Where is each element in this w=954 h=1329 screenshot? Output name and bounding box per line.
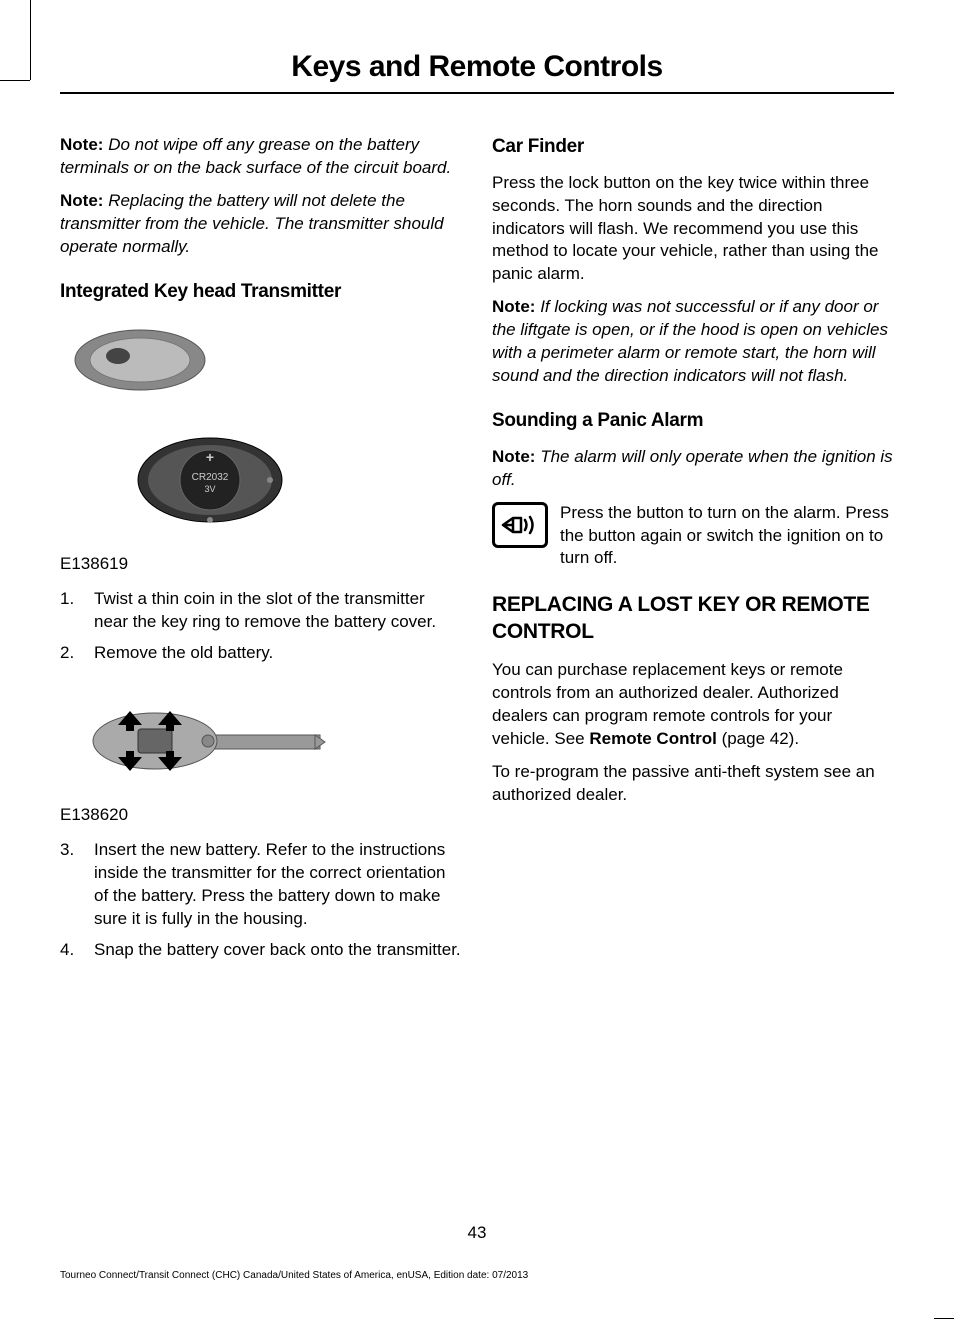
panic-alarm-icon bbox=[492, 502, 548, 548]
instruction-list: Insert the new battery. Refer to the ins… bbox=[60, 839, 462, 962]
cross-reference: Remote Control bbox=[589, 729, 717, 748]
note-label: Note: bbox=[492, 297, 535, 316]
instruction-step: Snap the battery cover back onto the tra… bbox=[60, 939, 462, 962]
note-paragraph: Note: Do not wipe off any grease on the … bbox=[60, 134, 462, 180]
note-text: The alarm will only operate when the ign… bbox=[492, 447, 893, 489]
body-text-span: (page 42). bbox=[717, 729, 799, 748]
section-heading: Integrated Key head Transmitter bbox=[60, 279, 462, 305]
footer-text: Tourneo Connect/Transit Connect (CHC) Ca… bbox=[60, 1270, 528, 1281]
body-text: To re-program the passive anti-theft sys… bbox=[492, 761, 894, 807]
left-column: Note: Do not wipe off any grease on the … bbox=[60, 134, 462, 976]
note-text: Replacing the battery will not delete th… bbox=[60, 191, 444, 256]
key-fob-illustration: + CR2032 3V bbox=[60, 320, 350, 540]
key-side-illustration bbox=[60, 681, 340, 791]
page-content: Keys and Remote Controls Note: Do not wi… bbox=[60, 50, 894, 1299]
figure-key-transmitter: + CR2032 3V bbox=[60, 320, 462, 547]
instruction-list: Twist a thin coin in the slot of the tra… bbox=[60, 588, 462, 665]
note-label: Note: bbox=[60, 135, 103, 154]
svg-text:+: + bbox=[206, 449, 214, 465]
major-heading: REPLACING A LOST KEY OR REMOTE CONTROL bbox=[492, 592, 894, 645]
battery-type-label: CR2032 bbox=[192, 472, 229, 483]
note-paragraph: Note: Replacing the battery will not del… bbox=[60, 190, 462, 259]
icon-text-block: Press the button to turn on the alarm. P… bbox=[492, 502, 894, 571]
note-text: Do not wipe off any grease on the batter… bbox=[60, 135, 451, 177]
body-text: Press the lock button on the key twice w… bbox=[492, 172, 894, 287]
crop-mark bbox=[934, 1318, 954, 1319]
panic-alarm-text: Press the button to turn on the alarm. P… bbox=[560, 502, 894, 571]
crop-mark bbox=[0, 80, 30, 81]
two-column-layout: Note: Do not wipe off any grease on the … bbox=[60, 134, 894, 976]
note-paragraph: Note: If locking was not successful or i… bbox=[492, 296, 894, 388]
right-column: Car Finder Press the lock button on the … bbox=[492, 134, 894, 976]
chapter-title: Keys and Remote Controls bbox=[60, 50, 894, 94]
note-label: Note: bbox=[60, 191, 103, 210]
body-text: You can purchase replacement keys or rem… bbox=[492, 659, 894, 751]
battery-voltage-label: 3V bbox=[204, 484, 215, 494]
section-heading: Sounding a Panic Alarm bbox=[492, 408, 894, 434]
figure-caption: E138620 bbox=[60, 804, 462, 827]
figure-caption: E138619 bbox=[60, 553, 462, 576]
note-paragraph: Note: The alarm will only operate when t… bbox=[492, 446, 894, 492]
note-label: Note: bbox=[492, 447, 535, 466]
figure-key-side bbox=[60, 681, 462, 798]
instruction-step: Remove the old battery. bbox=[60, 642, 462, 665]
page-number: 43 bbox=[60, 1223, 894, 1243]
crop-mark bbox=[30, 0, 31, 80]
instruction-step: Insert the new battery. Refer to the ins… bbox=[60, 839, 462, 931]
instruction-step: Twist a thin coin in the slot of the tra… bbox=[60, 588, 462, 634]
section-heading: Car Finder bbox=[492, 134, 894, 160]
note-text: If locking was not successful or if any … bbox=[492, 297, 888, 385]
